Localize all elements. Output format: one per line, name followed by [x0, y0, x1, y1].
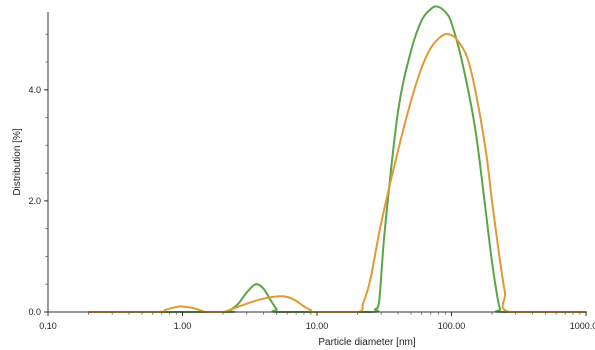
x-tick-label: 1.00 — [174, 321, 192, 331]
y-axis-ticks: 0.0 2.0 4.0 — [28, 33, 48, 317]
x-axis-ticks: 0.10 1.00 10.00 100.00 1000.00 — [39, 312, 595, 331]
x-tick-label: 10.00 — [306, 321, 329, 331]
series-line-2 — [87, 33, 587, 313]
x-tick-label: 0.10 — [39, 321, 57, 331]
y-tick-label: 2.0 — [28, 196, 41, 206]
plot-lines — [87, 5, 587, 314]
y-tick-label: 4.0 — [28, 85, 41, 95]
y-axis-title: Distribution [%] — [12, 128, 23, 195]
x-tick-label: 1000.00 — [570, 321, 595, 331]
series-line-1 — [87, 5, 587, 314]
x-axis-title: Particle diameter [nm] — [318, 337, 415, 348]
y-tick-label: 0.0 — [28, 307, 41, 317]
x-tick-label: 100.00 — [438, 321, 466, 331]
